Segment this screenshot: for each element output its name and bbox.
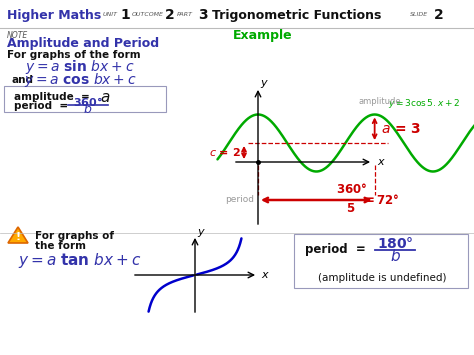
Text: amplitude  =: amplitude = [14,92,93,102]
Text: the form: the form [35,241,86,251]
Text: Amplitude and Period: Amplitude and Period [7,38,159,50]
Text: 2: 2 [434,8,444,22]
FancyBboxPatch shape [294,234,468,288]
Text: $\it{x}$: $\it{x}$ [377,157,386,167]
Text: (amplitude is undefined): (amplitude is undefined) [318,273,446,283]
Text: $\it{a}$: $\it{a}$ [100,89,110,104]
Text: $\it{y}$: $\it{y}$ [260,78,269,90]
Text: $\it{y} = \it{a}\ \mathbf{cos}\ \it{b}\it{x} + \it{c}$: $\it{y} = \it{a}\ \mathbf{cos}\ \it{b}\i… [24,71,137,89]
Text: For graphs of the form: For graphs of the form [7,50,141,60]
Text: $\it{y} = \it{a}\ \mathbf{tan}\ \it{b}\it{x} + \it{c}$: $\it{y} = \it{a}\ \mathbf{tan}\ \it{b}\i… [18,251,141,269]
Text: $\mathbf{180°}$: $\mathbf{180°}$ [377,236,413,251]
Text: $\it{b}$: $\it{b}$ [83,102,93,116]
Text: $\mathbf{360°}$: $\mathbf{360°}$ [337,182,368,196]
Text: $\it{y} = 3\cos 5.\it{x} + 2$: $\it{y} = 3\cos 5.\it{x} + 2$ [388,97,460,109]
Text: period  =: period = [305,242,370,256]
Text: and: and [12,75,34,85]
Text: !: ! [16,232,20,242]
Text: $\mathbf{\it{c}}$ = 2: $\mathbf{\it{c}}$ = 2 [209,147,241,158]
Text: 2: 2 [165,8,175,22]
Text: 1: 1 [120,8,130,22]
Text: SLIDE: SLIDE [410,11,428,16]
Text: $\mathbf{= 72°}$: $\mathbf{= 72°}$ [362,193,400,207]
Text: $\it{y}$: $\it{y}$ [197,227,206,239]
Polygon shape [8,227,28,243]
Text: Higher Maths: Higher Maths [7,9,101,22]
Text: $\it{b}$: $\it{b}$ [390,248,401,264]
Text: $\mathbf{5}$: $\mathbf{5}$ [346,202,356,215]
Text: NOTE: NOTE [7,31,28,39]
Text: OUTCOME: OUTCOME [132,11,164,16]
Text: amplitude: amplitude [358,98,401,106]
Text: UNIT: UNIT [103,11,118,16]
Text: 3: 3 [198,8,208,22]
Text: $\it{x}$: $\it{x}$ [261,270,270,280]
Text: period: period [225,196,254,204]
Text: Example: Example [233,28,292,42]
Text: For graphs of: For graphs of [35,231,114,241]
Text: $\it{y} = \it{a}\ \mathbf{sin}\ \it{b}\it{x} + \it{c}$: $\it{y} = \it{a}\ \mathbf{sin}\ \it{b}\i… [25,58,135,76]
FancyBboxPatch shape [4,86,166,112]
Text: $\mathbf{360°}$: $\mathbf{360°}$ [73,94,103,108]
Text: $\mathbf{\it{a}}$ = 3: $\mathbf{\it{a}}$ = 3 [381,122,421,136]
Text: Trigonometric Functions: Trigonometric Functions [212,9,382,22]
Text: PART: PART [177,11,193,16]
Text: period  =: period = [14,101,72,111]
